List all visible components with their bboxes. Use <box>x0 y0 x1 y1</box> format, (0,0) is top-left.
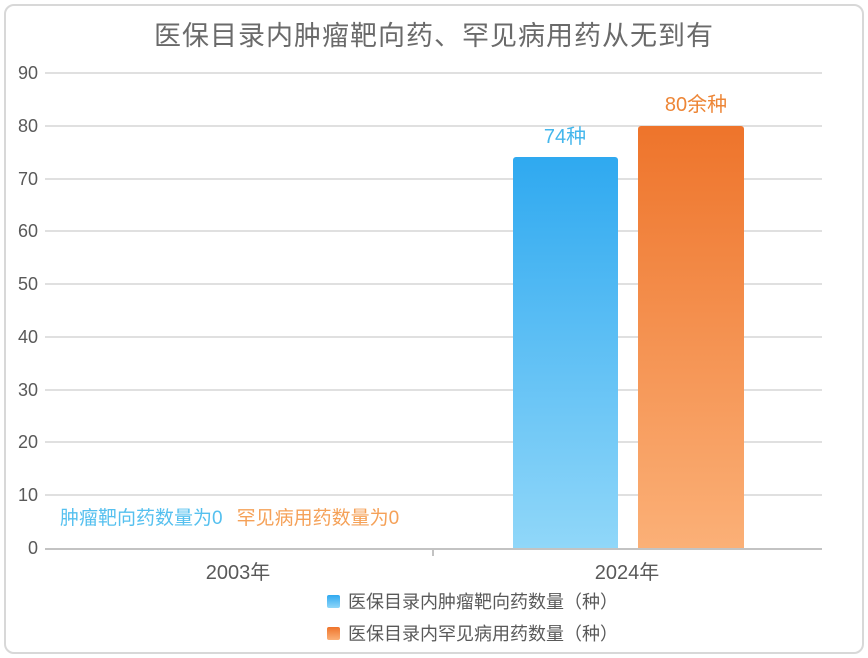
x-axis-category-tick <box>432 550 434 556</box>
bar-value-label-rare: 80余种 <box>664 94 728 116</box>
y-tick-label-10: 10 <box>17 485 38 506</box>
x-axis-label-2024: 2024年 <box>594 562 660 584</box>
gridline-80 <box>45 124 822 127</box>
legend-swatch-blue <box>327 594 340 608</box>
legend-item-rare: 医保目录内罕见病用药数量（种） <box>327 621 618 645</box>
y-tick-label-0: 0 <box>27 538 38 558</box>
legend-label-rare: 医保目录内罕见病用药数量（种） <box>348 624 618 644</box>
gridline-20 <box>45 441 822 444</box>
gridline-30 <box>45 388 822 391</box>
y-tick-label-80: 80 <box>17 115 38 136</box>
plot-area <box>45 72 822 556</box>
gridline-90 <box>45 72 822 74</box>
bar-targeted-drug-count <box>513 157 618 548</box>
y-tick-label-30: 30 <box>17 379 38 400</box>
y-axis-labels: 0 10 20 30 40 50 60 70 80 90 <box>0 63 38 558</box>
legend-label-targeted: 医保目录内肿瘤靶向药数量（种） <box>348 592 618 612</box>
legend-swatch-orange <box>327 626 340 640</box>
legend: 医保目录内肿瘤靶向药数量（种） 医保目录内罕见病用药数量（种） <box>327 589 618 645</box>
gridline-70 <box>45 177 822 180</box>
zero-value-annotations: 肿瘤靶向药数量为0 罕见病用药数量为0 <box>60 503 399 530</box>
chart-title: 医保目录内肿瘤靶向药、罕见病用药从无到有 <box>154 21 714 51</box>
y-tick-label-50: 50 <box>17 274 38 295</box>
annotation-rare-zero: 罕见病用药数量为0 <box>236 508 400 529</box>
legend-item-targeted: 医保目录内肿瘤靶向药数量（种） <box>327 589 618 613</box>
annotation-targeted-zero: 肿瘤靶向药数量为0 <box>60 508 223 529</box>
gridline-60 <box>45 230 822 233</box>
y-tick-label-60: 60 <box>17 221 38 242</box>
y-tick-label-90: 90 <box>17 63 38 83</box>
gridline-40 <box>45 335 822 338</box>
y-tick-label-40: 40 <box>17 326 38 347</box>
gridline-10 <box>45 494 822 497</box>
y-tick-label-70: 70 <box>17 168 38 189</box>
bar-rare-disease-drug-count <box>638 126 744 548</box>
x-axis-label-2003: 2003年 <box>205 562 271 584</box>
bar-value-label-targeted: 74种 <box>543 126 587 148</box>
gridline-50 <box>45 283 822 286</box>
y-tick-label-20: 20 <box>17 432 38 453</box>
